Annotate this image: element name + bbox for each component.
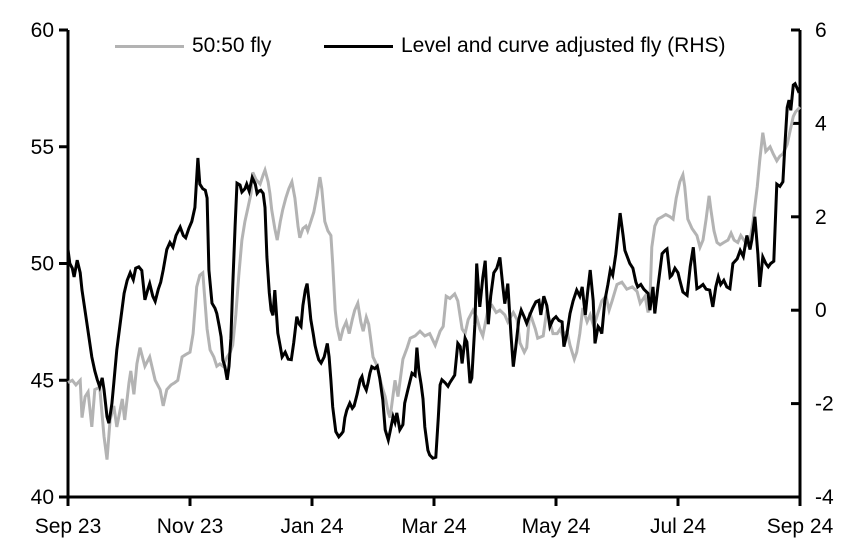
series-line-50-50-fly: [67, 106, 802, 460]
y-axis-left-tick-label: 40: [31, 486, 54, 509]
y-axis-right-tick-label: -4: [815, 486, 834, 509]
y-axis-left-tick-label: 45: [31, 369, 54, 392]
y-axis-right-tick-label: 2: [815, 206, 827, 229]
y-axis-right-tick-label: -2: [815, 393, 834, 416]
y-axis-left-tick-label: 55: [31, 136, 54, 159]
x-axis-tick-label: Sep 24: [767, 515, 834, 538]
x-axis-tick-label: Sep 23: [35, 515, 102, 538]
y-axis-left-tick-label: 50: [31, 253, 54, 276]
x-axis-tick-label: Jul 24: [650, 515, 706, 538]
x-axis-tick-label: May 24: [522, 515, 591, 538]
y-axis-right-tick-label: 0: [815, 299, 827, 322]
y-axis-left-tick-label: 60: [31, 19, 54, 42]
y-axis-right-tick-label: 4: [815, 112, 827, 135]
x-axis-tick-label: Mar 24: [401, 515, 467, 538]
x-axis-tick-label: Nov 23: [157, 515, 224, 538]
x-axis-tick-label: Jan 24: [280, 515, 343, 538]
y-axis-right-tick-label: 6: [815, 19, 827, 42]
series-line-level-and-curve-adjusted-fly-rhs-: [66, 81, 802, 460]
